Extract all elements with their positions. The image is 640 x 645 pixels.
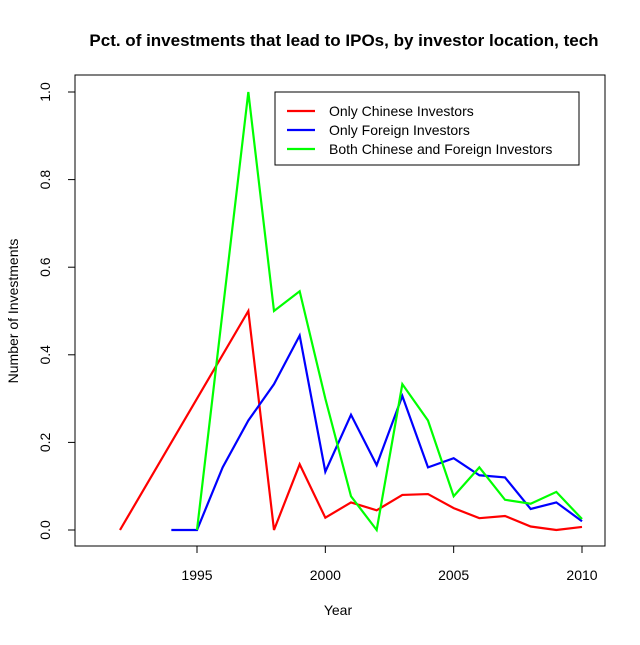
- y-axis-label: Number of Investments: [5, 239, 21, 384]
- x-tick-label: 2010: [566, 567, 597, 583]
- y-tick-label: 1.0: [37, 82, 53, 102]
- series-line-1: [171, 332, 583, 532]
- x-tick-label: 2000: [310, 567, 341, 583]
- series-line-2: [195, 91, 583, 533]
- legend: Only Chinese Investors Only Foreign Inves…: [274, 91, 580, 166]
- x-axis-label: Year: [324, 602, 353, 618]
- chart-title: Pct. of investments that lead to IPOs, b…: [89, 31, 598, 50]
- legend-label: Only Chinese Investors: [329, 103, 474, 119]
- legend-label: Both Chinese and Foreign Investors: [329, 141, 552, 157]
- y-tick-label: 0.6: [37, 257, 53, 277]
- y-tick-label: 0.4: [37, 345, 53, 365]
- legend-box: [274, 91, 580, 166]
- y-tick-label: 0.8: [37, 170, 53, 190]
- x-tick-label: 2005: [438, 567, 469, 583]
- y-tick-label: 0.2: [37, 432, 53, 452]
- legend-label: Only Foreign Investors: [329, 122, 470, 138]
- x-tick-label: 1995: [181, 567, 212, 583]
- series-line-0: [119, 307, 583, 532]
- y-tick-label: 0.0: [37, 520, 53, 540]
